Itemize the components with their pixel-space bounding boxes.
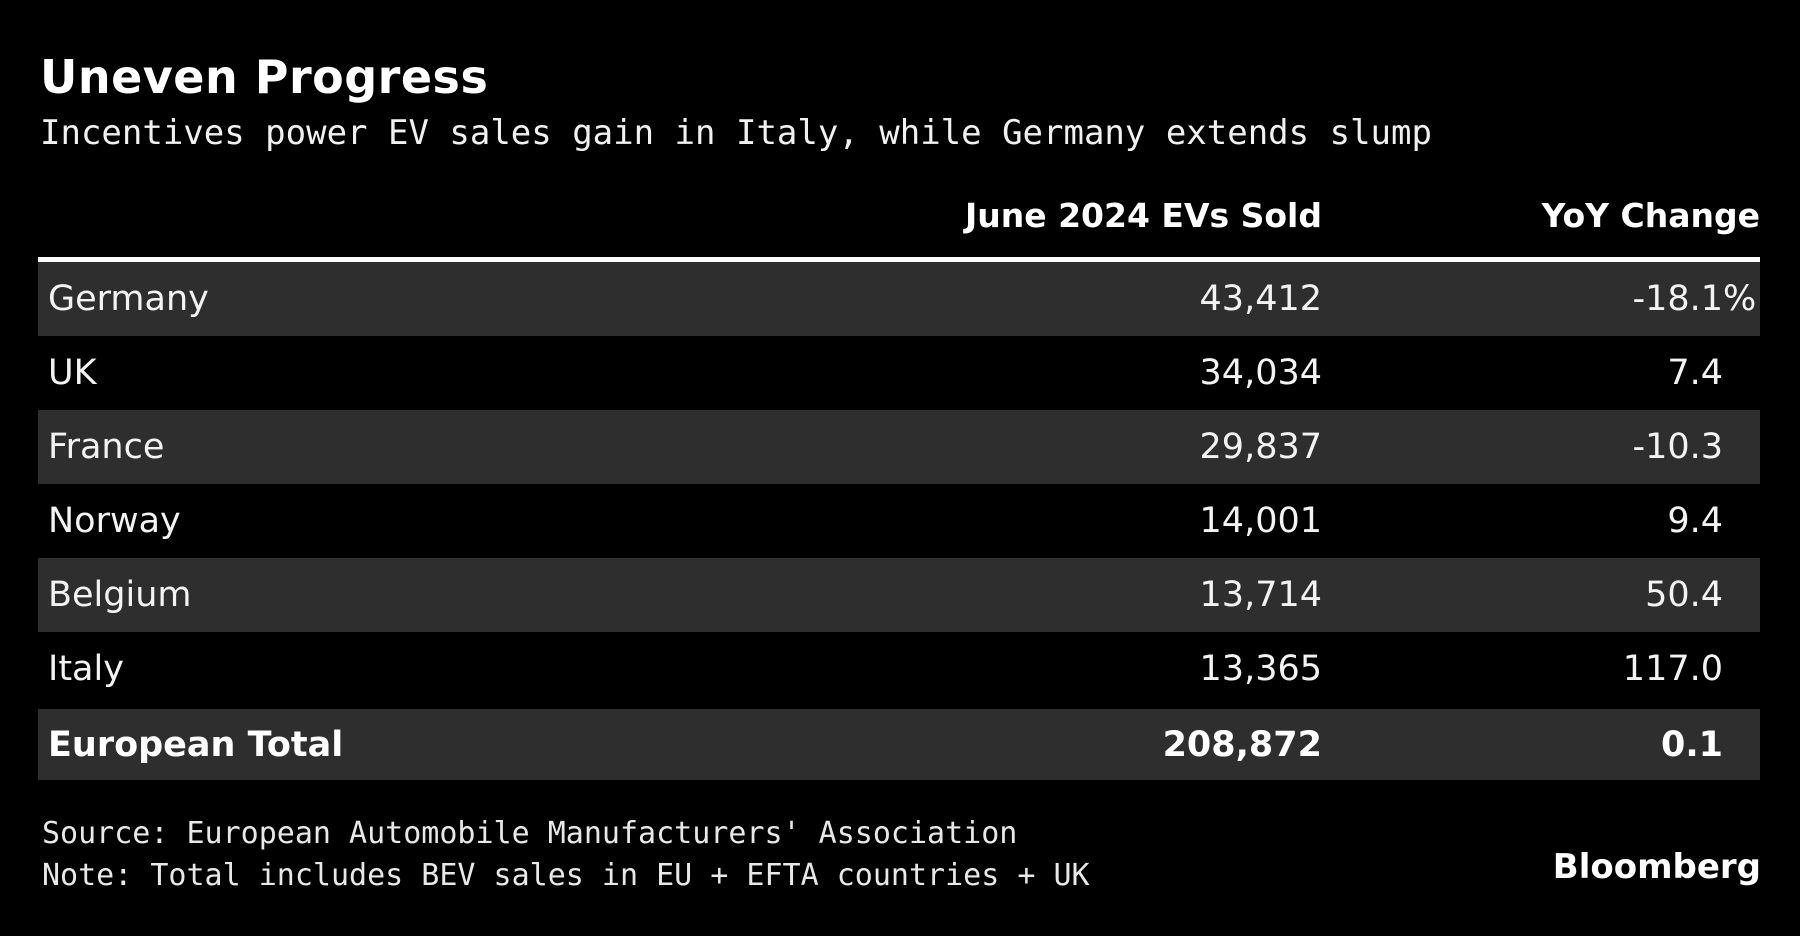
row-yoy-change: 7.4	[1322, 353, 1760, 393]
table-row: France 29,837 -10.3	[38, 410, 1760, 484]
table-row: UK 34,034 7.4	[38, 336, 1760, 410]
bloomberg-logo: Bloomberg	[1552, 847, 1761, 887]
row-yoy-change-suffix	[1723, 427, 1760, 467]
row-yoy-change-value: 9.4	[1667, 501, 1723, 541]
row-yoy-change-value: 7.4	[1667, 353, 1723, 393]
row-country: Belgium	[48, 575, 192, 615]
row-yoy-change-suffix	[1723, 353, 1760, 393]
row-yoy-change: 0.1	[1322, 725, 1760, 765]
row-country: UK	[48, 353, 97, 393]
chart-subtitle: Incentives power EV sales gain in Italy,…	[40, 113, 1432, 153]
row-country: European Total	[48, 724, 344, 765]
row-yoy-change: 50.4	[1322, 575, 1760, 615]
column-header-yoy-change: YoY Change	[1541, 196, 1760, 235]
row-evs-sold: 43,412	[1199, 279, 1322, 319]
source-note: Source: European Automobile Manufacturer…	[42, 816, 1018, 851]
row-yoy-change-value: 0.1	[1660, 724, 1723, 765]
row-yoy-change-suffix	[1723, 725, 1760, 765]
row-yoy-change-value: 117.0	[1622, 649, 1723, 689]
table-row: Italy 13,365 117.0	[38, 632, 1760, 706]
row-evs-sold: 14,001	[1199, 501, 1322, 541]
header-rule	[38, 257, 1760, 262]
row-country: Italy	[48, 649, 124, 689]
row-yoy-change-value: 50.4	[1645, 575, 1723, 615]
row-yoy-change: 117.0	[1322, 649, 1760, 689]
chart-title: Uneven Progress	[40, 50, 489, 104]
row-country: Germany	[48, 279, 209, 319]
table-row: Germany 43,412 -18.1 %	[38, 262, 1760, 336]
table-body: Germany 43,412 -18.1 % UK 34,034 7.4 Fra…	[38, 262, 1760, 780]
row-yoy-change: 9.4	[1322, 501, 1760, 541]
table-row: Norway 14,001 9.4	[38, 484, 1760, 558]
row-yoy-change-suffix: %	[1723, 279, 1757, 319]
column-header-row: June 2024 EVs Sold YoY Change	[38, 196, 1760, 235]
row-yoy-change-suffix	[1723, 649, 1760, 689]
row-evs-sold: 13,714	[1199, 575, 1322, 615]
row-evs-sold: 208,872	[1162, 724, 1322, 765]
row-yoy-change-value: -10.3	[1632, 427, 1723, 467]
row-country: France	[48, 427, 165, 467]
row-evs-sold: 29,837	[1199, 427, 1322, 467]
row-yoy-change: -10.3	[1322, 427, 1760, 467]
footnote: Note: Total includes BEV sales in EU + E…	[42, 858, 1090, 893]
table-row: European Total 208,872 0.1	[38, 709, 1760, 780]
row-evs-sold: 13,365	[1199, 649, 1322, 689]
row-yoy-change-suffix	[1723, 575, 1760, 615]
column-header-evs-sold: June 2024 EVs Sold	[964, 196, 1322, 235]
row-country: Norway	[48, 501, 181, 541]
row-yoy-change: -18.1 %	[1322, 279, 1760, 319]
row-yoy-change-suffix	[1723, 501, 1760, 541]
row-evs-sold: 34,034	[1199, 353, 1322, 393]
row-yoy-change-value: -18.1	[1632, 279, 1723, 319]
table-row: Belgium 13,714 50.4	[38, 558, 1760, 632]
